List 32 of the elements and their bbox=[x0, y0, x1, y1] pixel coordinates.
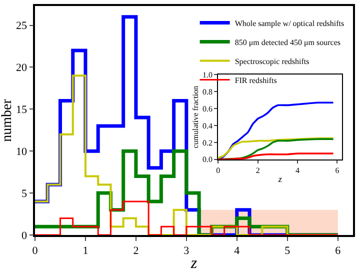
legend-label: FIR redshifts bbox=[234, 76, 277, 85]
y-tick-label: 25 bbox=[16, 20, 28, 32]
y-tick-label: 20 bbox=[16, 62, 28, 74]
x-tick-label: 0 bbox=[216, 166, 220, 176]
y-tick-label: 0.0 bbox=[202, 155, 212, 164]
y-axis-title: cumulative fraction bbox=[191, 86, 200, 148]
y-tick-label: 0.2 bbox=[202, 138, 212, 148]
y-tick-label: 1.0 bbox=[202, 70, 212, 80]
x-tick-label: 4 bbox=[234, 244, 240, 257]
x-axis-title: z bbox=[190, 255, 198, 272]
x-tick-label: 1 bbox=[82, 244, 88, 257]
y-tick-label: 15 bbox=[16, 104, 28, 116]
y-tick-label: 0.4 bbox=[202, 121, 212, 130]
legend-label: Spectroscopic redshifts bbox=[234, 56, 310, 66]
y-axis-title: number bbox=[0, 98, 15, 142]
x-tick-label: 3 bbox=[184, 244, 190, 257]
y-tick-label: 0.8 bbox=[202, 87, 212, 96]
y-tick-label: 5 bbox=[22, 188, 28, 200]
x-tick-label: 2 bbox=[133, 244, 139, 257]
legend-label: Whole sample w/ optical redshifts bbox=[234, 18, 344, 28]
x-axis-title: z bbox=[277, 174, 282, 184]
x-tick-label: 4 bbox=[296, 166, 300, 176]
x-tick-label: 2 bbox=[256, 166, 260, 176]
x-tick-label: 6 bbox=[335, 166, 340, 176]
x-tick-label: 0 bbox=[32, 244, 38, 257]
y-tick-label: 0.6 bbox=[202, 104, 212, 114]
x-tick-label: 6 bbox=[335, 244, 342, 257]
y-tick-label: 0 bbox=[22, 230, 28, 242]
y-tick-label: 10 bbox=[16, 146, 28, 158]
legend-label: 850 μm detected 450 μm sources bbox=[234, 38, 340, 47]
x-tick-label: 5 bbox=[284, 244, 291, 257]
line-series bbox=[218, 102, 334, 160]
